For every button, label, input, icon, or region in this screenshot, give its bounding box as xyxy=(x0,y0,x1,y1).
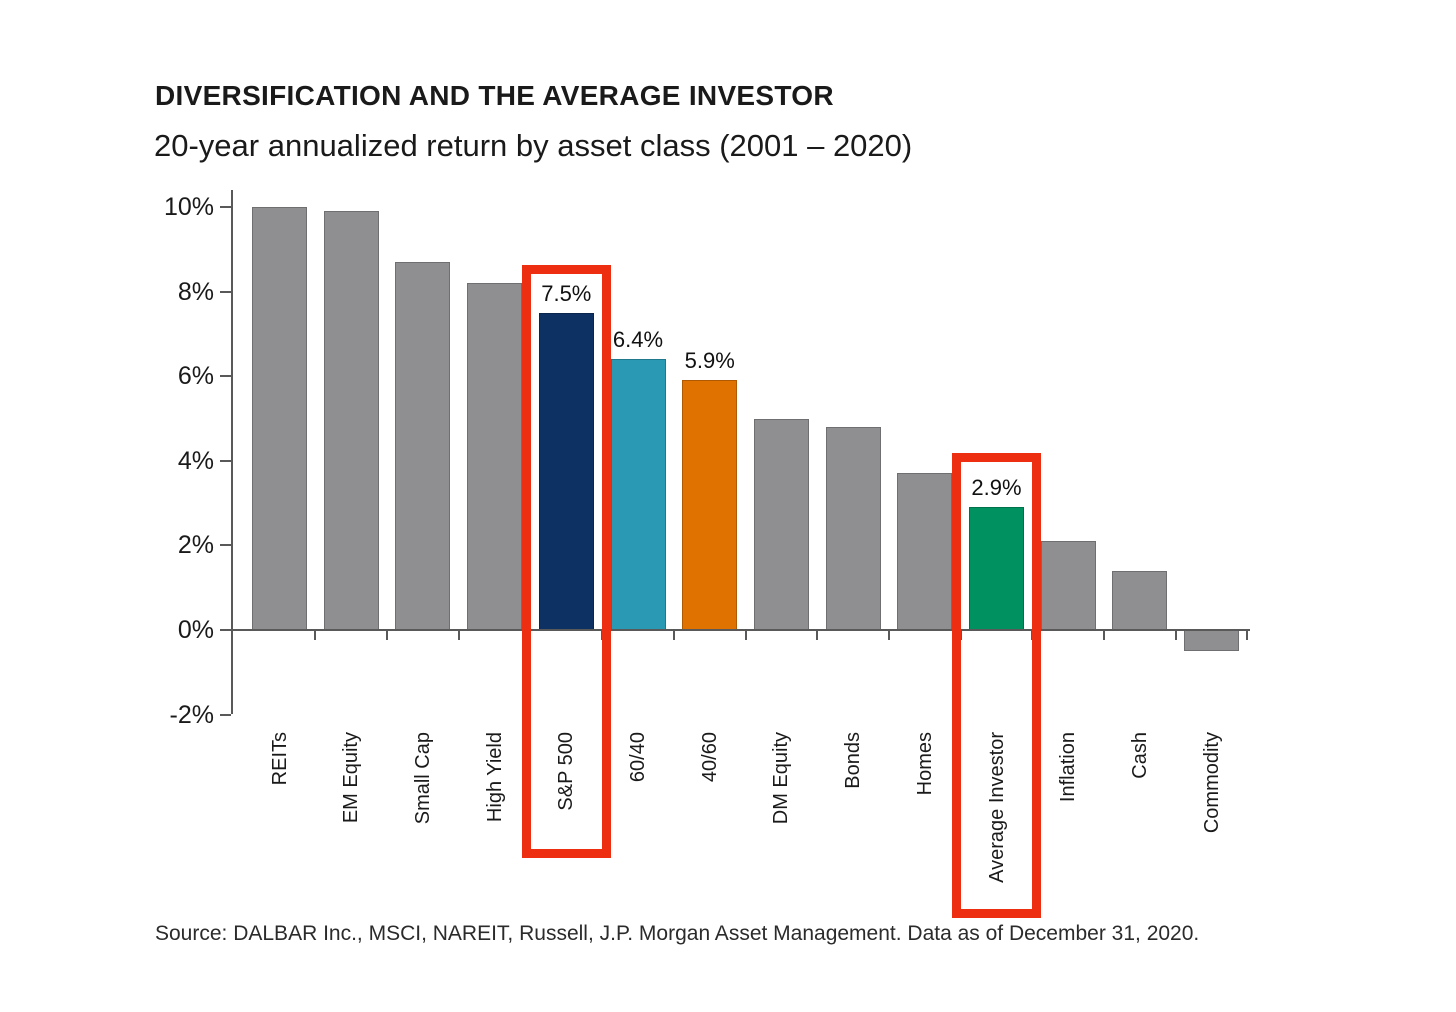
category-label-homes: Homes xyxy=(913,732,936,796)
category-label-40-60: 40/60 xyxy=(698,732,721,783)
y-axis-tick xyxy=(220,629,231,631)
y-axis-tick xyxy=(220,375,231,378)
highlight-box-average-investor xyxy=(952,453,1041,918)
value-label-60-40: 6.4% xyxy=(612,327,664,353)
bar-bonds xyxy=(825,426,881,630)
category-label-inflation: Inflation xyxy=(1057,732,1080,803)
y-axis-tick-label: 4% xyxy=(177,446,214,475)
category-label-reits: REITs xyxy=(268,732,291,786)
bar-high-yield xyxy=(467,283,523,630)
chart-subtitle: 20-year annualized return by asset class… xyxy=(154,128,913,163)
bar-em-equity xyxy=(323,211,379,630)
x-axis-tick xyxy=(386,630,389,640)
chart-title: DIVERSIFICATION AND THE AVERAGE INVESTOR xyxy=(155,80,834,111)
highlight-box-s-p-500 xyxy=(521,265,611,858)
bar-homes xyxy=(897,473,953,630)
x-axis-line xyxy=(231,629,1250,631)
bar-40-60 xyxy=(682,380,738,630)
x-axis-tick xyxy=(1174,630,1177,640)
category-label-em-equity: EM Equity xyxy=(340,732,363,824)
category-label-cash: Cash xyxy=(1128,732,1151,779)
category-label-60-40: 60/40 xyxy=(627,732,649,783)
y-axis-tick-label: -2% xyxy=(169,700,214,729)
y-axis-line xyxy=(231,190,233,714)
bar-small-cap xyxy=(395,261,451,630)
category-label-commodity: Commodity xyxy=(1200,732,1223,834)
bar-reits xyxy=(252,207,307,630)
source-text: Source: DALBAR Inc., MSCI, NAREIT, Russe… xyxy=(155,922,1200,945)
x-axis-tick xyxy=(672,630,675,640)
y-axis-tick xyxy=(220,713,231,716)
x-axis-tick xyxy=(457,630,460,640)
y-axis-tick-label: 8% xyxy=(177,277,214,306)
category-label-small-cap: Small Cap xyxy=(411,732,434,825)
x-axis-tick xyxy=(887,630,890,640)
y-axis-tick-label: 10% xyxy=(163,193,214,221)
y-axis-tick xyxy=(220,206,231,208)
x-axis-tick xyxy=(816,630,819,640)
category-label-dm-equity: DM Equity xyxy=(770,732,793,825)
y-axis-tick-label: 2% xyxy=(177,531,214,560)
bar-commodity xyxy=(1184,630,1240,652)
bar-s-p-500 xyxy=(538,312,594,630)
y-axis-tick xyxy=(220,459,231,462)
value-label-40-60: 5.9% xyxy=(684,348,735,374)
value-label-s-p-500: 7.5% xyxy=(541,280,592,306)
bar-inflation xyxy=(1040,541,1096,630)
y-axis-tick-label: 0% xyxy=(177,616,214,644)
y-axis-tick-label: 6% xyxy=(177,362,214,391)
bar-dm-equity xyxy=(753,418,809,630)
x-axis-tick xyxy=(1103,630,1106,640)
y-axis-tick xyxy=(220,544,231,547)
bar-60-40 xyxy=(610,359,666,630)
x-axis-tick xyxy=(744,630,747,640)
x-axis-tick xyxy=(314,630,317,640)
y-axis-tick xyxy=(220,290,231,293)
x-axis-tick xyxy=(1246,630,1249,640)
category-label-bonds: Bonds xyxy=(842,732,865,789)
category-label-high-yield: High Yield xyxy=(483,732,506,823)
bar-cash xyxy=(1112,570,1168,630)
value-label-average-investor: 2.9% xyxy=(971,475,1022,501)
